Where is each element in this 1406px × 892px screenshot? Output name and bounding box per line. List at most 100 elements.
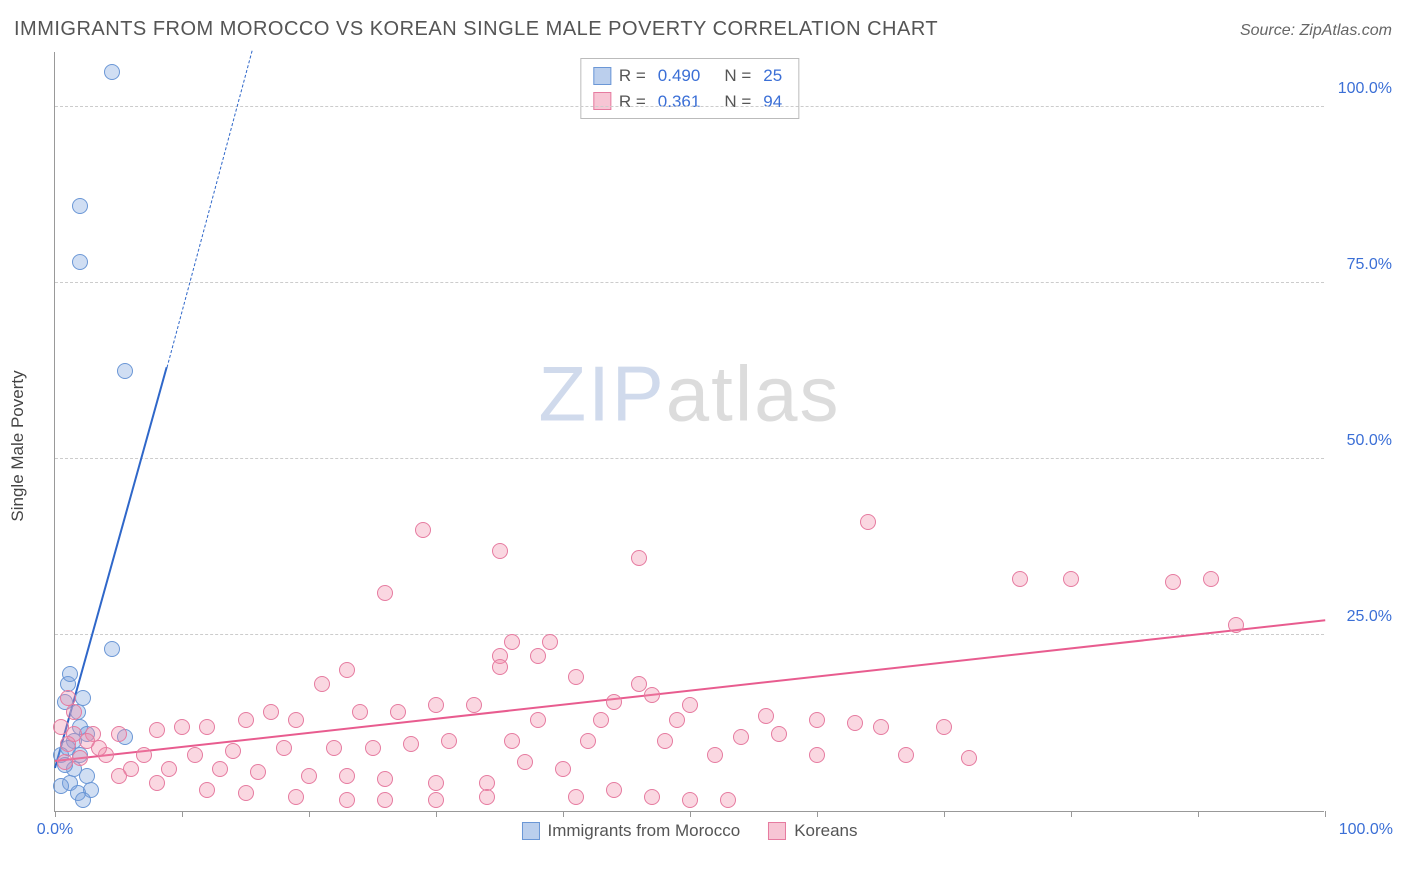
data-point <box>809 712 825 728</box>
data-point <box>225 743 241 759</box>
r-value: 0.490 <box>658 63 701 89</box>
gridline <box>55 282 1324 283</box>
title-bar: IMMIGRANTS FROM MOROCCO VS KOREAN SINGLE… <box>14 18 1392 41</box>
data-point <box>238 785 254 801</box>
scatter-plot: ZIPatlas R =0.490N =25R = 0.361N =94 Imm… <box>54 52 1324 812</box>
legend-stats-row: R = 0.490 N = 25 <box>593 63 786 89</box>
x-tick <box>563 811 564 817</box>
data-point <box>530 648 546 664</box>
source-label: Source: ZipAtlas.com <box>1240 22 1392 40</box>
data-point <box>288 712 304 728</box>
data-point <box>352 704 368 720</box>
legend-item: Koreans <box>768 821 857 841</box>
x-tick <box>1071 811 1072 817</box>
data-point <box>809 747 825 763</box>
data-point <box>593 712 609 728</box>
data-point <box>91 740 107 756</box>
y-tick-label: 100.0% <box>1330 80 1392 98</box>
data-point <box>441 733 457 749</box>
data-point <box>377 792 393 808</box>
data-point <box>961 750 977 766</box>
data-point <box>568 669 584 685</box>
legend-stats: R =0.490N =25R = 0.361N =94 <box>580 58 799 119</box>
data-point <box>136 747 152 763</box>
data-point <box>104 64 120 80</box>
x-tick <box>817 811 818 817</box>
trend-line <box>166 50 252 367</box>
x-tick <box>436 811 437 817</box>
gridline <box>55 106 1324 107</box>
data-point <box>517 754 533 770</box>
data-point <box>479 789 495 805</box>
data-point <box>492 543 508 559</box>
x-tick <box>1325 811 1326 817</box>
data-point <box>657 733 673 749</box>
data-point <box>104 641 120 657</box>
legend-swatch <box>768 822 786 840</box>
data-point <box>276 740 292 756</box>
data-point <box>669 712 685 728</box>
x-tick <box>182 811 183 817</box>
data-point <box>174 719 190 735</box>
data-point <box>606 782 622 798</box>
data-point <box>199 719 215 735</box>
data-point <box>72 750 88 766</box>
n-value: 25 <box>763 63 782 89</box>
x-tick <box>1198 811 1199 817</box>
data-point <box>72 198 88 214</box>
x-tick-label: 0.0% <box>37 821 73 839</box>
data-point <box>390 704 406 720</box>
data-point <box>504 733 520 749</box>
legend-series: Immigrants from Morocco Koreans <box>521 821 857 841</box>
data-point <box>847 715 863 731</box>
data-point <box>301 768 317 784</box>
data-point <box>111 726 127 742</box>
y-axis-label: Single Male Poverty <box>8 370 28 521</box>
data-point <box>580 733 596 749</box>
data-point <box>606 694 622 710</box>
watermark: ZIPatlas <box>538 348 840 439</box>
data-point <box>860 514 876 530</box>
data-point <box>288 789 304 805</box>
r-label: R = <box>619 63 646 89</box>
n-label: N = <box>724 63 751 89</box>
legend-swatch <box>521 822 539 840</box>
data-point <box>263 704 279 720</box>
data-point <box>377 585 393 601</box>
data-point <box>542 634 558 650</box>
legend-item: Immigrants from Morocco <box>521 821 740 841</box>
n-label: N = <box>724 89 751 115</box>
data-point <box>117 363 133 379</box>
trend-line <box>55 619 1325 762</box>
data-point <box>1012 571 1028 587</box>
gridline <box>55 458 1324 459</box>
data-point <box>682 697 698 713</box>
data-point <box>339 792 355 808</box>
data-point <box>428 697 444 713</box>
data-point <box>57 754 73 770</box>
data-point <box>898 747 914 763</box>
legend-stats-row: R = 0.361N =94 <box>593 89 786 115</box>
data-point <box>936 719 952 735</box>
data-point <box>339 662 355 678</box>
x-tick <box>944 811 945 817</box>
plot-wrap: Single Male Poverty ZIPatlas R =0.490N =… <box>36 52 1392 840</box>
data-point <box>111 768 127 784</box>
data-point <box>199 782 215 798</box>
data-point <box>644 687 660 703</box>
data-point <box>530 712 546 728</box>
data-point <box>60 736 76 752</box>
data-point <box>149 722 165 738</box>
data-point <box>161 761 177 777</box>
x-tick <box>690 811 691 817</box>
legend-label: Immigrants from Morocco <box>547 821 740 841</box>
r-value: 0.361 <box>658 89 701 115</box>
data-point <box>771 726 787 742</box>
legend-swatch <box>593 67 611 85</box>
data-point <box>682 792 698 808</box>
data-point <box>72 254 88 270</box>
data-point <box>339 768 355 784</box>
data-point <box>314 676 330 692</box>
data-point <box>733 729 749 745</box>
data-point <box>758 708 774 724</box>
